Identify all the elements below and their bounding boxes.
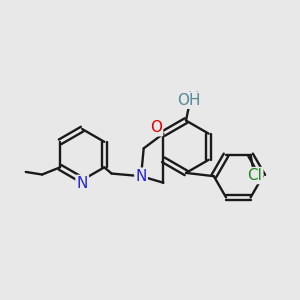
Text: Cl: Cl: [248, 168, 262, 183]
Text: H: H: [188, 91, 199, 106]
Text: N: N: [135, 169, 147, 184]
Text: N: N: [76, 176, 88, 191]
Text: O: O: [150, 120, 162, 135]
Text: OH: OH: [177, 93, 201, 108]
